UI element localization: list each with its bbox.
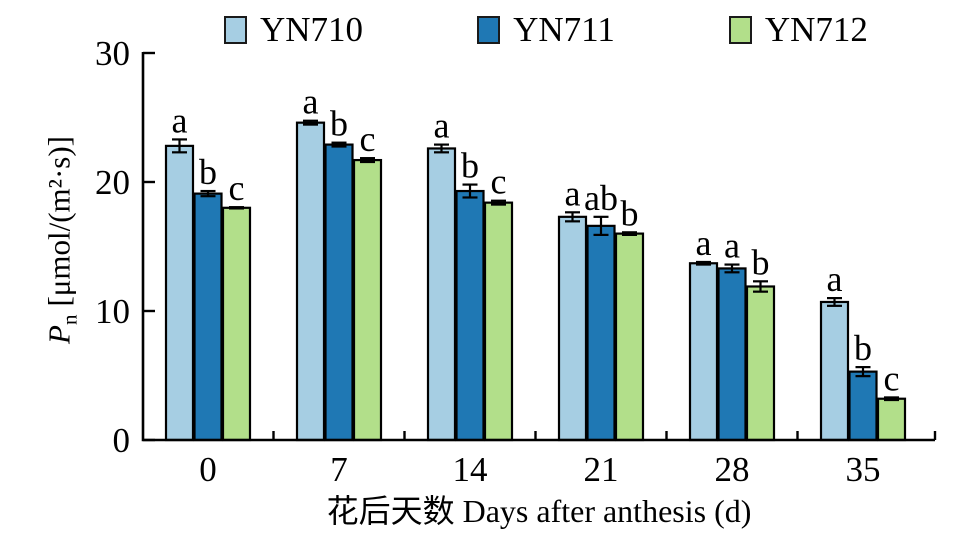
bar-yn710-d7	[295, 121, 326, 442]
bar-yn711-d28	[717, 267, 747, 442]
legend-item-yn711: YN711	[477, 12, 615, 47]
sig-letter: a	[565, 173, 581, 213]
bar-yn710-d28	[688, 262, 719, 442]
bar-yn712-d28	[745, 285, 776, 442]
y-tick-label: 10	[95, 292, 130, 331]
sig-letter: a	[303, 82, 319, 122]
bar-yn710-d14	[426, 147, 457, 442]
legend-swatch-yn710	[224, 15, 247, 44]
x-tick-label: 21	[584, 450, 619, 489]
legend-swatch-yn711	[477, 15, 501, 44]
legend-label-yn712: YN712	[764, 10, 868, 49]
bar-yn710-d35	[819, 300, 850, 442]
y-tick-label: 30	[95, 34, 130, 73]
bar-yn711-d21	[586, 224, 616, 442]
sig-letter: c	[360, 119, 376, 159]
sig-letter: c	[491, 162, 507, 202]
y-axis-symbol-sub: n	[57, 314, 82, 326]
y-axis-symbol: P	[41, 325, 77, 344]
bar-yn712-d14	[483, 201, 514, 442]
legend-swatch-yn712	[728, 15, 752, 44]
bar-yn712-d35	[876, 397, 907, 442]
y-axis-title: Pn [μmol/(m²·s)]	[41, 136, 82, 344]
sig-letter: b	[752, 242, 770, 282]
legend-item-yn710: YN710	[224, 12, 363, 47]
bar-yn711-d35	[848, 370, 878, 442]
bar-yn710-d0	[164, 144, 195, 442]
x-axis-title: 花后天数 Days after anthesis (d)	[326, 493, 752, 529]
sig-letter: b	[199, 152, 217, 192]
bar-yn711-d0	[193, 192, 223, 442]
sig-letter: b	[854, 328, 872, 368]
legend: YN710 YN711 YN712	[224, 12, 868, 47]
sig-letter: a	[172, 100, 188, 140]
sig-letter: b	[330, 104, 348, 144]
bar-yn712-d0	[221, 206, 252, 442]
y-axis-units: [μmol/(m²·s)]	[41, 136, 77, 307]
sig-letter: a	[434, 106, 450, 146]
x-tick-label: 28	[715, 450, 750, 489]
x-tick-label: 0	[199, 450, 217, 489]
y-tick-label: 0	[113, 421, 131, 460]
sig-letter: b	[461, 146, 479, 186]
sig-letter: a	[696, 223, 712, 263]
sig-letter: a	[827, 259, 843, 299]
x-tick-label: 14	[453, 450, 488, 489]
y-tick-label: 20	[95, 163, 130, 202]
sig-letter: b	[621, 193, 639, 233]
legend-label-yn711: YN711	[513, 10, 615, 49]
x-tick-label: 7	[330, 450, 348, 489]
x-tick-label: 35	[846, 450, 881, 489]
legend-label-yn710: YN710	[260, 10, 364, 49]
axes-frame	[141, 52, 935, 442]
sig-letter: c	[229, 168, 245, 208]
sig-letter: c	[884, 358, 900, 398]
bar-yn710-d21	[557, 215, 588, 442]
bar-yn711-d7	[324, 143, 354, 442]
sig-letter: ab	[584, 178, 618, 218]
bar-yn711-d14	[455, 189, 485, 442]
legend-item-yn712: YN712	[728, 10, 868, 49]
bar-yn712-d21	[614, 232, 645, 442]
bar-yn712-d7	[352, 158, 383, 442]
sig-letter: a	[724, 226, 740, 266]
